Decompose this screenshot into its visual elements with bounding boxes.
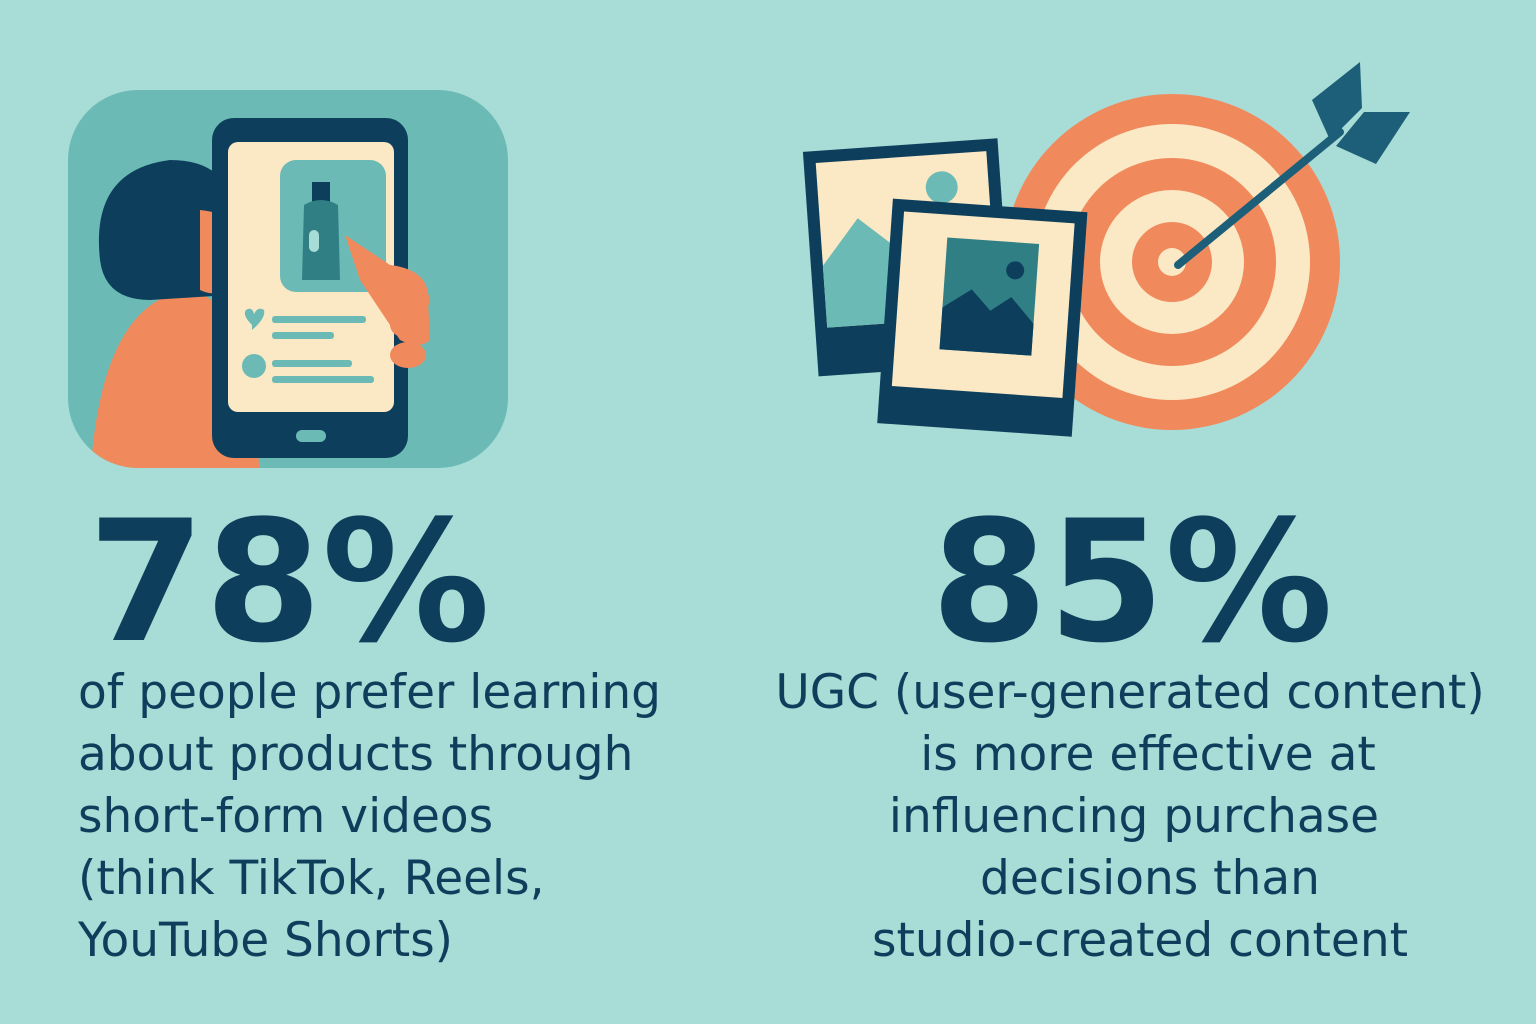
stat-description: short-form videos bbox=[78, 789, 493, 844]
stat-description: of people prefer learning bbox=[78, 665, 661, 720]
target-illustration bbox=[802, 62, 1410, 437]
stat-description: studio-created content bbox=[872, 913, 1408, 968]
stat-description: UGC (user-generated content) bbox=[775, 665, 1484, 720]
stat-value: 85% bbox=[931, 484, 1333, 680]
stat-description: influencing purchase bbox=[889, 789, 1379, 844]
stat-description: (think TikTok, Reels, bbox=[78, 851, 545, 906]
stat-description: YouTube Shorts) bbox=[77, 913, 453, 968]
stat-value: 78% bbox=[88, 484, 490, 680]
phone-illustration bbox=[68, 90, 508, 468]
stat-description: about products through bbox=[78, 727, 633, 782]
stat-description: decisions than bbox=[980, 851, 1320, 906]
stat-description: is more effective at bbox=[920, 727, 1376, 782]
